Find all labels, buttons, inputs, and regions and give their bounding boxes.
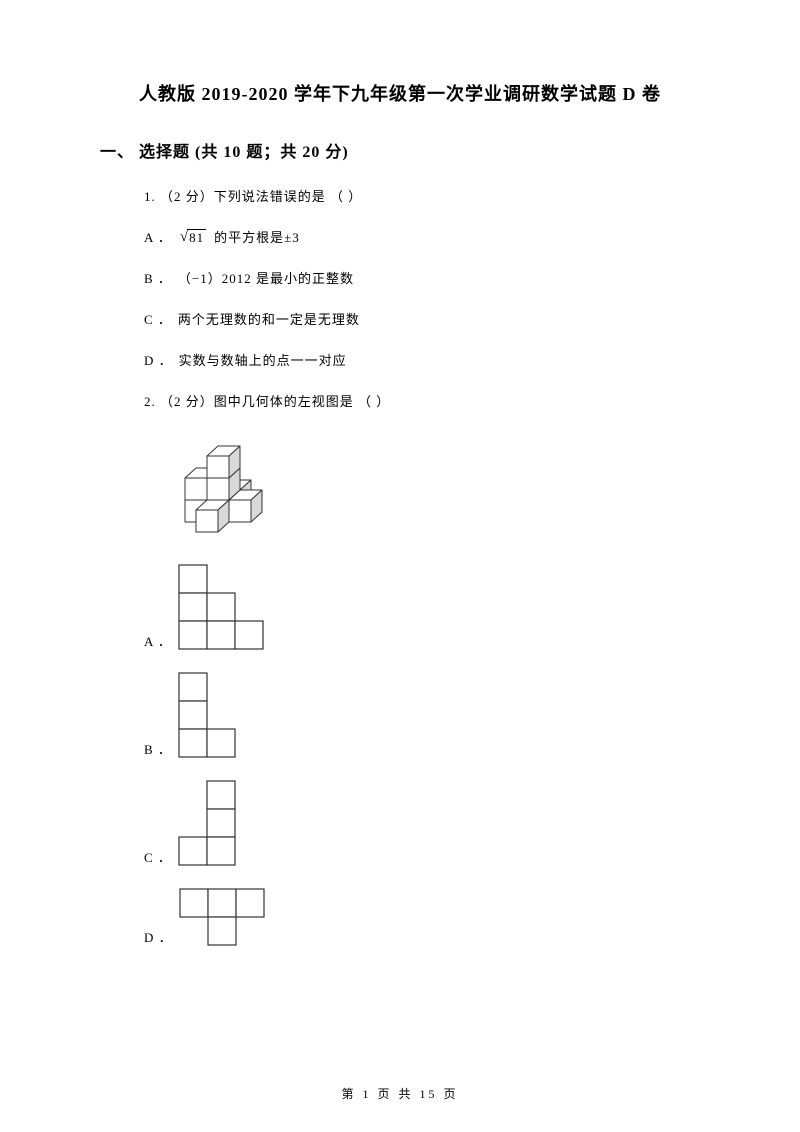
- q1-text: 下列说法错误的是 （ ）: [214, 189, 363, 204]
- option-text: 两个无理数的和一定是无理数: [178, 309, 360, 328]
- q2-text: 图中几何体的左视图是 （ ）: [214, 394, 391, 409]
- sqrt-arg: 81: [187, 229, 206, 246]
- option-text: 的平方根是±3: [214, 227, 300, 246]
- q2-prefix: 2. （2 分）: [144, 394, 214, 409]
- grid-b-icon: [178, 672, 236, 758]
- grid-c-icon: [178, 780, 236, 866]
- q2-option-c: C ．: [144, 780, 700, 866]
- option-label: D ．: [144, 350, 173, 369]
- q1-option-d: D ． 实数与数轴上的点一一对应: [144, 350, 700, 369]
- page-title: 人教版 2019-2020 学年下九年级第一次学业调研数学试题 D 卷: [100, 80, 700, 106]
- option-label: A ．: [144, 227, 172, 246]
- page-footer: 第 1 页 共 15 页: [0, 1085, 800, 1102]
- section-number: 一、: [100, 144, 134, 161]
- section-name: 选择题: [139, 144, 190, 161]
- grid-a-icon: [178, 564, 264, 650]
- option-text: （−1）2012 是最小的正整数: [178, 268, 354, 287]
- q1-option-b: B ． （−1）2012 是最小的正整数: [144, 268, 700, 287]
- option-label: A ．: [144, 631, 172, 650]
- q1-option-a: A ． √ 81 的平方根是±3: [144, 227, 700, 246]
- q1-prefix: 1. （2 分）: [144, 189, 214, 204]
- option-text: 实数与数轴上的点一一对应: [179, 350, 347, 369]
- q1-option-c: C ． 两个无理数的和一定是无理数: [144, 309, 700, 328]
- option-label: D ．: [144, 927, 173, 946]
- q2-option-b: B ．: [144, 672, 700, 758]
- q2-option-d: D ．: [144, 888, 700, 946]
- question-1: 1. （2 分）下列说法错误的是 （ ）: [144, 186, 700, 205]
- option-label: C ．: [144, 847, 172, 866]
- isometric-cubes-icon: [144, 432, 274, 542]
- section-info: (共 10 题；共 20 分): [195, 144, 349, 161]
- q2-option-a: A ．: [144, 564, 700, 650]
- sqrt-expr: √ 81: [180, 229, 206, 246]
- question-2: 2. （2 分）图中几何体的左视图是 （ ）: [144, 391, 700, 410]
- q2-iso-figure: [144, 432, 700, 542]
- option-label: C ．: [144, 309, 172, 328]
- section-header: 一、 选择题 (共 10 题；共 20 分): [100, 138, 700, 162]
- option-label: B ．: [144, 739, 172, 758]
- option-label: B ．: [144, 268, 172, 287]
- grid-d-icon: [179, 888, 265, 946]
